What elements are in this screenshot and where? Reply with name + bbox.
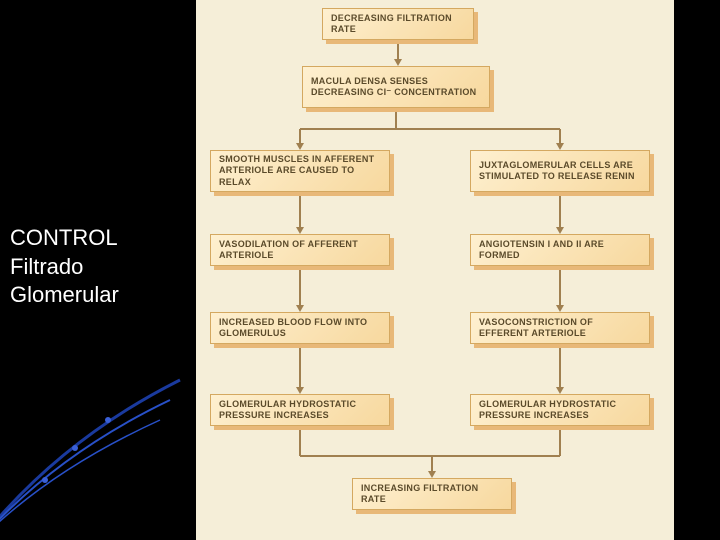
flowchart-node: ANGIOTENSIN I AND II ARE FORMED	[470, 234, 650, 266]
flowchart-node: INCREASING FILTRATION RATE	[352, 478, 512, 510]
flowchart-node: GLOMERULAR HYDROSTATIC PRESSURE INCREASE…	[210, 394, 390, 426]
flowchart-node: MACULA DENSA SENSES DECREASING CI⁻ CONCE…	[302, 66, 490, 108]
flowchart-node: INCREASED BLOOD FLOW INTO GLOMERULUS	[210, 312, 390, 344]
slide-title: CONTROLFiltradoGlomerular	[10, 224, 119, 310]
flowchart-node: VASODILATION OF AFFERENT ARTERIOLE	[210, 234, 390, 266]
decorative-swoosh	[0, 340, 200, 540]
flowchart-node: SMOOTH MUSCLES IN AFFERENT ARTERIOLE ARE…	[210, 150, 390, 192]
flowchart-node: DECREASING FILTRATION RATE	[322, 8, 474, 40]
flowchart-node: VASOCONSTRICTION OF EFFERENT ARTERIOLE	[470, 312, 650, 344]
flowchart-node: JUXTAGLOMERULAR CELLS ARE STIMULATED TO …	[470, 150, 650, 192]
flowchart-node: GLOMERULAR HYDROSTATIC PRESSURE INCREASE…	[470, 394, 650, 426]
